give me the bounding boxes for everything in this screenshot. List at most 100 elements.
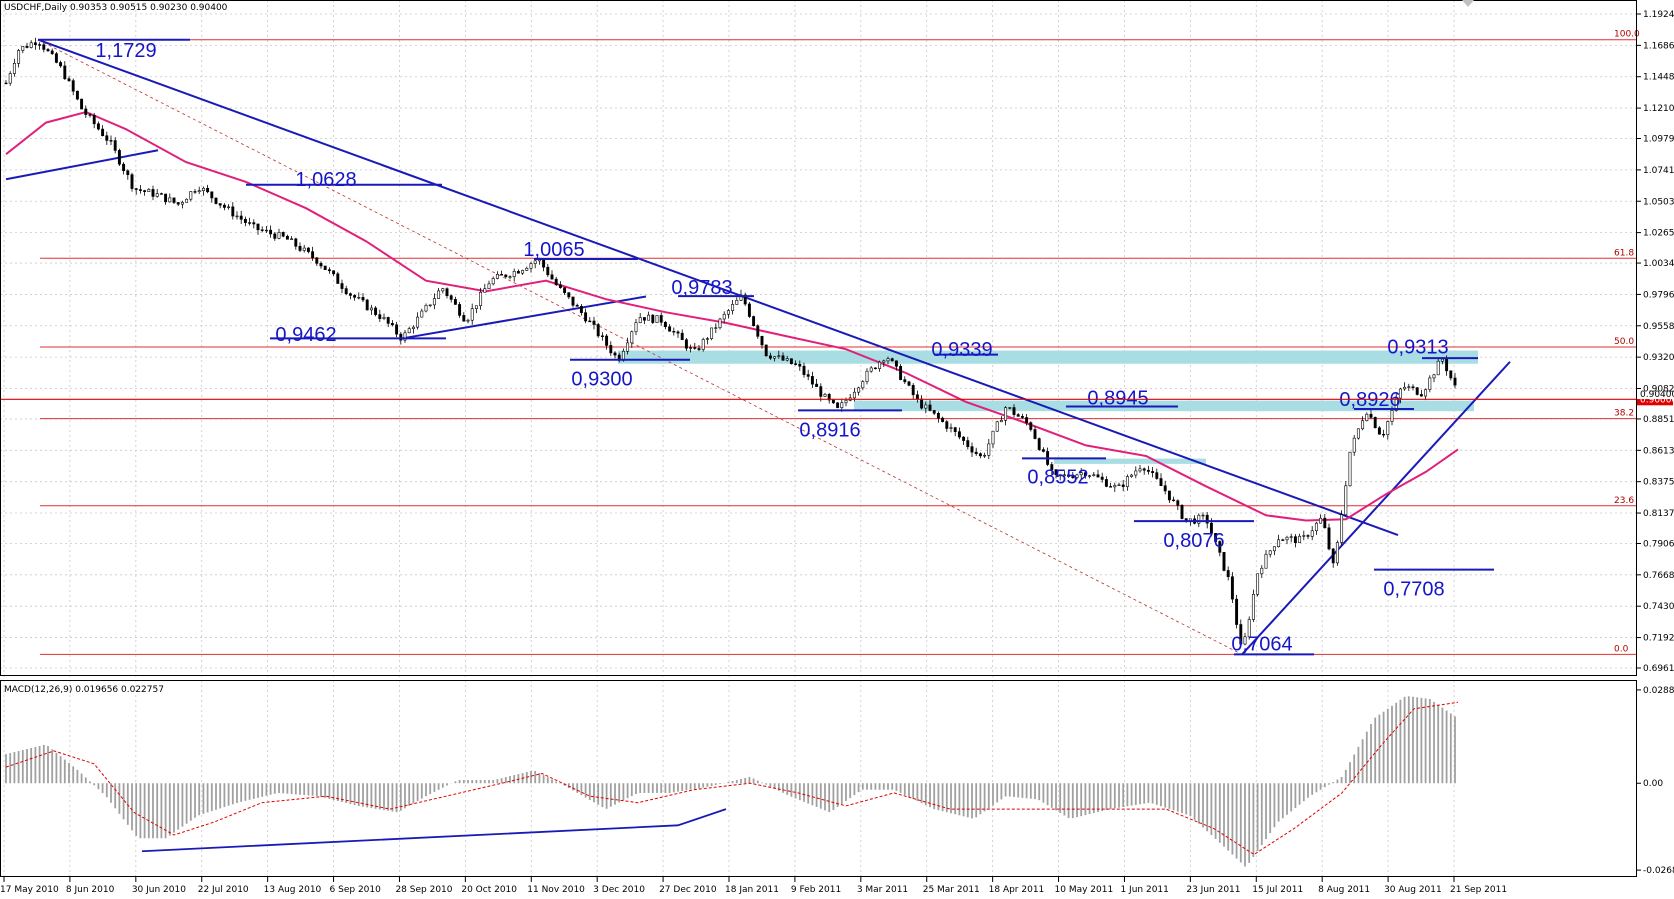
candle-body: [987, 443, 991, 456]
candle-body: [1176, 500, 1180, 506]
dropdown-icon[interactable]: [1462, 0, 1474, 7]
candle-body: [1319, 517, 1323, 524]
y-tick-label: 1.16860: [1643, 41, 1674, 51]
x-tick-label: 30 Jun 2010: [132, 885, 186, 895]
candle-body: [420, 310, 424, 318]
candle-body: [747, 303, 751, 317]
candle-body: [1256, 573, 1260, 595]
candle-body: [50, 50, 54, 55]
y-tick-label: 1.12100: [1643, 104, 1674, 114]
candle-body: [1314, 522, 1318, 532]
candle-body: [277, 232, 281, 239]
candle-body: [1272, 546, 1276, 552]
candle-body: [243, 218, 247, 223]
candle-body: [1050, 464, 1054, 470]
candle-body: [878, 361, 882, 369]
candle-body: [1453, 377, 1457, 386]
candle-body: [1079, 472, 1083, 476]
candle-body: [1352, 437, 1356, 453]
x-tick-label: 17 May 2010: [0, 885, 59, 895]
fib-level-label: 61.8: [1614, 248, 1634, 258]
candle-body: [924, 404, 928, 409]
candle-body: [1356, 428, 1360, 439]
candle-body: [1134, 470, 1138, 476]
candle-body: [1386, 421, 1390, 435]
trendline: [5, 149, 159, 181]
candle-body: [487, 283, 491, 290]
moving-average-line: [5, 110, 1459, 522]
candle-body: [294, 238, 298, 247]
candle-body: [1209, 522, 1213, 534]
candle-body: [386, 317, 390, 324]
price-level-label: 0,9313: [1387, 336, 1448, 358]
candle-body: [815, 383, 819, 387]
x-tick-label: 1 Jun 2011: [1120, 885, 1168, 895]
candle-body: [630, 331, 634, 344]
candle-body: [306, 247, 310, 252]
candle-body: [785, 358, 789, 361]
candle-body: [840, 402, 844, 408]
candle-body: [399, 333, 403, 341]
candle-body: [1100, 476, 1104, 480]
candle-body: [781, 355, 785, 361]
candle-body: [575, 304, 579, 307]
candle-body: [579, 306, 583, 313]
candle-body: [1104, 479, 1108, 487]
candle-body: [1390, 410, 1394, 422]
candle-body: [697, 348, 701, 350]
candle-body: [495, 274, 499, 279]
candle-body: [8, 73, 12, 84]
candle-body: [1142, 468, 1146, 471]
candle-body: [521, 270, 525, 274]
candle-body: [311, 251, 315, 259]
candle-body: [1365, 413, 1369, 422]
candle-body: [1071, 476, 1075, 478]
candle-body: [567, 292, 571, 298]
price-level-label: 0,9339: [931, 339, 992, 361]
candle-body: [659, 315, 663, 323]
candle-body: [235, 215, 239, 218]
candle-body: [46, 49, 50, 52]
x-tick-label: 11 Nov 2010: [527, 885, 585, 895]
candle-body: [680, 332, 684, 341]
candle-body: [239, 215, 243, 220]
candle-body: [395, 324, 399, 335]
candle-body: [1088, 475, 1092, 477]
candle-body: [1037, 438, 1041, 450]
candle-body: [1277, 539, 1281, 548]
candle-body: [214, 197, 218, 204]
candle-body: [752, 316, 756, 327]
candle-body: [424, 305, 428, 312]
candle-body: [319, 263, 323, 267]
candle-body: [1201, 514, 1205, 517]
macd-tick-label: 0.00: [1643, 779, 1663, 789]
candle-body: [369, 307, 373, 311]
candle-body: [117, 150, 121, 165]
candle-body: [185, 198, 189, 203]
candle-body: [794, 363, 798, 365]
candle-body: [1151, 471, 1155, 473]
candle-body: [479, 291, 483, 307]
candle-body: [1016, 414, 1020, 417]
price-level-label: 0,7708: [1383, 579, 1444, 601]
candle-body: [92, 114, 96, 125]
chart-header: USDCHF,Daily 0.90353 0.90515 0.90230 0.9…: [4, 3, 228, 13]
x-tick-label: 30 Aug 2011: [1384, 885, 1442, 895]
candle-body: [1373, 417, 1377, 429]
candle-body: [252, 222, 256, 225]
price-level-label: 1,0065: [523, 239, 584, 261]
candle-body: [126, 170, 130, 175]
x-tick-label: 8 Aug 2011: [1318, 885, 1370, 895]
candle-body: [38, 44, 42, 46]
candle-body: [966, 440, 970, 447]
candlesticks: [4, 37, 1457, 646]
candle-body: [836, 402, 840, 408]
candle-body: [1130, 474, 1134, 477]
candle-body: [911, 385, 915, 396]
vertical-grid: [3, 0, 1455, 877]
price-annotations: 1,1729 1,0628 0,9462 1,0065 0,9783 0,9300 0,93…: [38, 38, 1494, 655]
